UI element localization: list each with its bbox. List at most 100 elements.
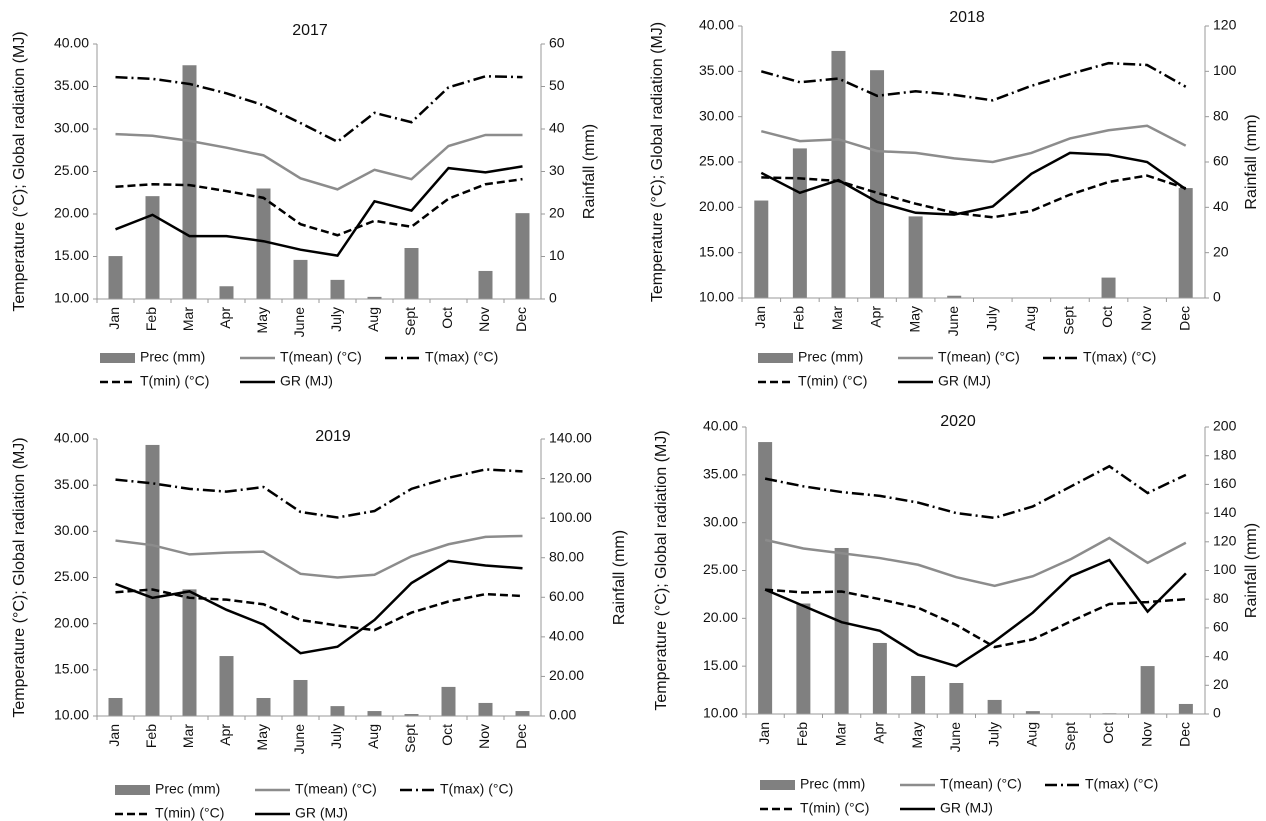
- y2-tick-label: 20: [549, 205, 565, 221]
- bar: [1140, 666, 1155, 714]
- y-tick-label: 10.00: [699, 289, 734, 305]
- line: [115, 75, 523, 144]
- bar: [478, 702, 493, 716]
- y-tick-label: 15.00: [54, 661, 89, 677]
- chart: 2017 Temperature (°C); Global radiation (…: [11, 22, 598, 388]
- x-tick-label: May: [254, 307, 270, 333]
- x-tick-label: Sept: [402, 724, 418, 753]
- y2-tick-label: 140.00: [549, 430, 592, 446]
- line: [115, 559, 523, 655]
- bar: [404, 248, 419, 299]
- bar: [831, 50, 846, 298]
- bar: [182, 589, 197, 716]
- y2-tick-label: 30: [549, 162, 565, 178]
- line: [764, 558, 1187, 668]
- bar: [987, 699, 1002, 714]
- y-tick-label: 20.00: [54, 205, 89, 221]
- y2-tick-label: 100: [1213, 561, 1237, 577]
- y2-tick-label: 0.00: [549, 707, 576, 723]
- y2-tick-label: 20.00: [549, 667, 584, 683]
- x-tick-label: Feb: [143, 307, 159, 331]
- x-tick-label: Feb: [794, 722, 810, 746]
- chart-title: 2019: [315, 428, 351, 445]
- bar: [478, 270, 493, 299]
- x-tick-label: Apr: [868, 306, 884, 328]
- y2-tick-label: 100.00: [549, 509, 592, 525]
- x-tick-label: Aug: [365, 724, 381, 749]
- x-tick-label: May: [254, 724, 270, 750]
- line: [760, 61, 1187, 102]
- y2-tick-label: 40: [1213, 198, 1229, 214]
- line: [764, 536, 1187, 588]
- y-tick-label: 20.00: [699, 198, 734, 214]
- x-tick-label: July: [328, 724, 344, 749]
- chart-title: 2020: [940, 413, 976, 430]
- legend-label: GR (MJ): [940, 800, 993, 816]
- legend-label: T(max) (°C): [1083, 349, 1156, 365]
- y-tick-label: 40.00: [54, 430, 89, 446]
- x-tick-label: Apr: [217, 307, 233, 329]
- bar: [367, 711, 382, 716]
- legend-label: Prec (mm): [140, 349, 205, 365]
- y-tick-label: 30.00: [699, 107, 734, 123]
- bar: [947, 295, 962, 298]
- y2-tick-label: 80.00: [549, 548, 584, 564]
- y2-tick-label: 40: [1213, 647, 1229, 663]
- x-tick-label: Sept: [1062, 722, 1078, 751]
- y2-tick-label: 40: [549, 120, 565, 136]
- x-tick-label: June: [291, 724, 307, 755]
- x-tick-label: Nov: [476, 724, 492, 749]
- x-tick-label: Nov: [476, 307, 492, 332]
- bar: [1025, 711, 1040, 714]
- legend-swatch: [100, 353, 135, 363]
- x-tick-label: Mar: [832, 722, 848, 746]
- x-tick-label: Sept: [1061, 306, 1077, 335]
- legend-label: T(min) (°C): [140, 373, 209, 389]
- bar: [834, 547, 849, 714]
- bar: [293, 259, 308, 299]
- x-tick-label: Dec: [1177, 722, 1193, 747]
- y-tick-label: 40.00: [703, 418, 738, 434]
- line: [115, 534, 523, 579]
- x-tick-label: Aug: [1024, 722, 1040, 747]
- x-tick-label: Apr: [871, 722, 887, 744]
- y2-tick-label: 120.00: [549, 469, 592, 485]
- bar: [145, 196, 160, 299]
- y-axis-label: Temperature (°C); Global radiation (MJ): [649, 22, 666, 302]
- bar: [404, 714, 419, 716]
- bar: [872, 642, 887, 714]
- x-tick-label: Jan: [106, 724, 122, 747]
- x-tick-label: Apr: [217, 724, 233, 746]
- x-tick-label: Mar: [180, 724, 196, 748]
- y2-tick-label: 50: [549, 77, 565, 93]
- bar: [219, 286, 234, 299]
- y-tick-label: 35.00: [703, 466, 738, 482]
- x-tick-label: Nov: [1138, 306, 1154, 331]
- y-tick-label: 15.00: [54, 247, 89, 263]
- y2-tick-label: 140: [1213, 504, 1237, 520]
- bar: [293, 679, 308, 716]
- line: [115, 588, 523, 632]
- y-tick-label: 40.00: [54, 35, 89, 51]
- y2-tick-label: 180: [1213, 446, 1237, 462]
- line: [115, 468, 523, 519]
- y2-tick-label: 60.00: [549, 588, 584, 604]
- legend-label: Prec (mm): [155, 781, 220, 797]
- x-tick-label: July: [983, 306, 999, 331]
- x-tick-label: Oct: [439, 724, 455, 746]
- legend-label: T(min) (°C): [155, 805, 224, 821]
- y-axis-label: Temperature (°C); Global radiation (MJ): [11, 31, 28, 311]
- bar: [949, 683, 964, 714]
- bar: [754, 200, 769, 298]
- x-tick-label: June: [947, 722, 963, 753]
- y2-tick-label: 0: [1213, 289, 1221, 305]
- chart-title: 2018: [949, 9, 985, 26]
- y2-axis-label: Rainfall (mm): [581, 124, 598, 219]
- y-tick-label: 25.00: [699, 153, 734, 169]
- bar: [796, 603, 811, 714]
- legend-label: T(max) (°C): [440, 781, 513, 797]
- y-tick-label: 25.00: [54, 162, 89, 178]
- bar: [758, 442, 773, 714]
- bar: [515, 711, 530, 716]
